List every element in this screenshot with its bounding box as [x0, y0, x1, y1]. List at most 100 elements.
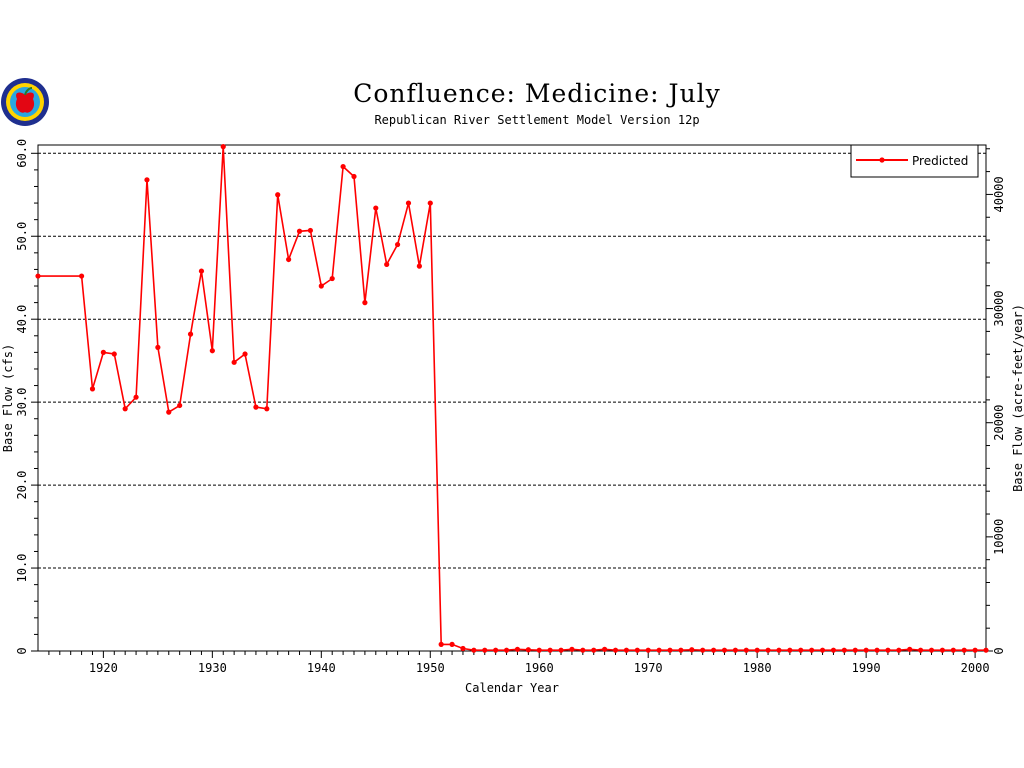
data-point	[830, 647, 837, 653]
y-right-tick-label: 30000	[992, 291, 1006, 327]
data-point	[296, 228, 303, 234]
y-tick-label: 40.0	[15, 305, 29, 334]
data-point	[569, 646, 575, 652]
data-point	[482, 647, 488, 653]
data-point	[78, 273, 85, 279]
data-point	[972, 647, 978, 653]
data-point	[264, 406, 270, 412]
data-point	[231, 359, 237, 365]
data-point	[155, 344, 161, 350]
y-right-tick-label: 40000	[992, 176, 1006, 212]
data-point	[874, 647, 880, 653]
x-tick-label: 1940	[307, 661, 336, 675]
data-point	[623, 647, 630, 653]
data-point	[286, 256, 292, 263]
data-point	[35, 273, 41, 279]
y-right-tick-label: 20000	[992, 405, 1006, 441]
data-point	[275, 192, 281, 198]
data-point	[961, 647, 967, 653]
x-tick-label: 1930	[198, 661, 227, 675]
x-tick-label: 1970	[634, 661, 663, 675]
data-point	[743, 647, 749, 653]
legend-label-predicted: Predicted	[912, 154, 968, 168]
x-tick-label: 1960	[525, 661, 554, 675]
data-point	[798, 647, 804, 653]
data-point	[841, 647, 847, 653]
data-point	[503, 647, 510, 653]
data-point	[514, 646, 521, 652]
data-point	[591, 647, 597, 653]
y-tick-label: 20.0	[15, 471, 29, 500]
data-point	[580, 647, 586, 653]
data-point	[667, 647, 673, 653]
data-point	[547, 647, 553, 653]
data-point	[721, 647, 728, 653]
data-point	[340, 163, 346, 170]
data-point	[558, 647, 564, 653]
data-point	[471, 647, 477, 653]
data-point	[950, 647, 956, 653]
y-tick-label: 10.0	[15, 554, 29, 583]
y-tick-label: 30.0	[15, 388, 29, 417]
data-point	[689, 647, 695, 653]
data-point	[133, 394, 139, 400]
data-point	[318, 283, 324, 289]
data-point	[307, 227, 314, 234]
data-point	[177, 402, 183, 409]
data-point	[765, 647, 771, 653]
y-axis-right-label: Base Flow (acre-feet/year)	[1011, 304, 1024, 492]
data-point	[525, 647, 531, 653]
data-point	[166, 409, 172, 415]
data-point	[187, 331, 194, 337]
data-point	[351, 173, 357, 180]
plot-frame	[37, 144, 987, 652]
apple-seal-logo-icon	[1, 78, 49, 126]
data-point	[362, 300, 368, 306]
data-point	[678, 647, 684, 653]
data-point	[863, 647, 869, 653]
y-axis-right-ticks: 0 10000 20000 30000 40000	[986, 148, 1006, 655]
data-point	[198, 268, 205, 274]
data-point	[460, 645, 466, 652]
chart-title: Confluence: Medicine: July	[353, 79, 721, 108]
data-point	[885, 647, 891, 653]
data-point	[710, 647, 717, 653]
data-point	[329, 275, 335, 282]
x-tick-label: 2000	[961, 661, 990, 675]
data-point	[776, 647, 782, 653]
data-point	[438, 641, 444, 647]
data-point	[700, 647, 706, 653]
data-point	[384, 261, 390, 268]
data-point	[405, 200, 412, 206]
data-point	[209, 348, 215, 354]
data-point	[732, 647, 738, 653]
data-point	[144, 177, 150, 183]
data-point	[536, 647, 542, 653]
data-point	[656, 647, 662, 653]
data-point	[787, 647, 793, 653]
data-point	[907, 646, 913, 652]
data-point	[253, 404, 259, 410]
data-point	[111, 351, 117, 357]
series-line	[38, 146, 986, 652]
y-right-tick-label: 0	[992, 647, 1006, 654]
data-point	[939, 647, 946, 653]
data-point	[645, 647, 651, 653]
series-predicted	[35, 144, 989, 653]
data-point	[612, 647, 619, 653]
data-point	[122, 406, 128, 412]
x-tick-label: 1920	[89, 661, 118, 675]
data-point	[493, 647, 499, 653]
y-axis-label: Base Flow (cfs)	[1, 344, 15, 452]
legend: Predicted	[850, 144, 979, 178]
x-axis-label: Calendar Year	[465, 681, 559, 695]
data-point	[100, 349, 106, 355]
x-tick-label: 1990	[852, 661, 881, 675]
data-point	[983, 647, 989, 653]
data-point	[373, 205, 379, 211]
data-point	[819, 647, 826, 653]
data-point	[427, 200, 433, 206]
y-tick-label: 0	[15, 647, 29, 654]
data-point	[896, 647, 902, 653]
